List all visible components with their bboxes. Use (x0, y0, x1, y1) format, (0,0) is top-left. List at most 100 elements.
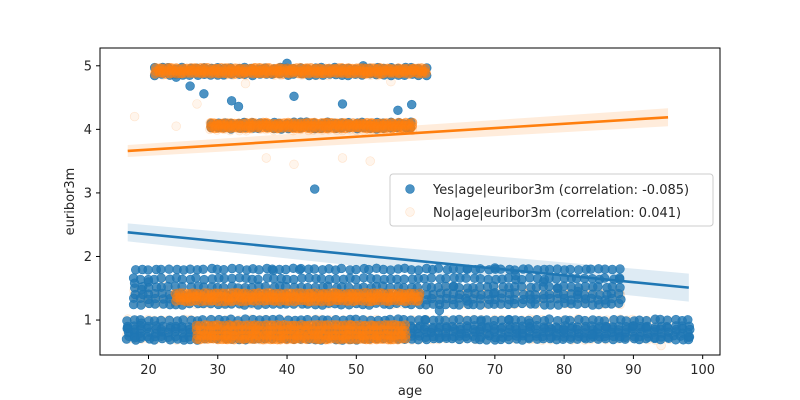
x-tick-label: 90 (625, 363, 642, 378)
data-point (517, 298, 527, 309)
data-point (310, 184, 320, 194)
data-point (219, 265, 229, 275)
data-point (240, 78, 251, 89)
axes-frame (99, 47, 721, 356)
data-point (413, 335, 423, 345)
regression-line (127, 115, 669, 153)
data-point (336, 263, 347, 274)
data-point (504, 334, 514, 345)
data-point (164, 264, 174, 274)
data-point (559, 325, 569, 335)
data-point (426, 273, 436, 283)
data-point (399, 274, 409, 284)
y-tick-label: 2 (84, 250, 92, 265)
data-point (572, 299, 582, 309)
data-point (496, 334, 506, 345)
data-point (143, 277, 154, 287)
data-point (268, 265, 278, 276)
plot-area (121, 58, 695, 351)
legend: Yes|age|euribor3m (correlation: -0.085) N… (389, 173, 714, 227)
plot-marks (121, 58, 695, 351)
data-point (684, 332, 694, 342)
data-point (122, 323, 133, 333)
data-point (462, 334, 472, 344)
data-point (628, 321, 639, 331)
data-point (337, 99, 348, 109)
data-point (254, 265, 264, 275)
data-point (136, 318, 147, 328)
x-tick-label: 30 (209, 363, 226, 378)
data-point (490, 288, 500, 298)
data-point (121, 334, 132, 344)
x-tick-label: 70 (487, 363, 504, 378)
data-point (171, 121, 181, 131)
data-point (129, 333, 140, 343)
data-point (136, 284, 147, 295)
x-tick-label: 20 (140, 363, 157, 378)
data-point (476, 316, 486, 326)
data-point (316, 274, 327, 284)
data-point (544, 314, 554, 324)
legend-label: Yes|age|euribor3m (correlation: -0.085) (432, 183, 689, 198)
data-point (233, 101, 244, 112)
data-point (185, 81, 195, 91)
x-tick-label: 100 (690, 363, 715, 378)
regression-line (127, 231, 689, 289)
data-point (434, 305, 445, 316)
data-point (149, 335, 159, 345)
data-point (129, 111, 140, 122)
y-tick-label: 3 (84, 186, 92, 201)
data-point (198, 264, 208, 274)
legend-marker (405, 184, 415, 194)
data-point (296, 263, 306, 274)
data-point (413, 296, 423, 306)
data-point (475, 300, 485, 310)
axes: 20 30 40 50 60 70 80 90 100 1 2 3 4 5 age euribor3m (63, 47, 721, 399)
legend-marker (405, 207, 415, 217)
data-point (143, 265, 153, 275)
x-tick-label: 50 (348, 363, 365, 378)
data-point (365, 156, 375, 166)
data-point (481, 335, 492, 345)
data-point (420, 315, 431, 325)
data-point (129, 278, 140, 288)
data-point (454, 300, 464, 310)
y-tick-label: 5 (84, 59, 92, 74)
data-point (573, 286, 583, 297)
data-point (545, 300, 556, 310)
data-point (587, 330, 597, 340)
x-axis-label: age (398, 384, 422, 399)
data-point (191, 273, 201, 283)
data-point (448, 281, 458, 292)
data-point (156, 264, 166, 275)
data-point (337, 153, 348, 163)
data-point (289, 274, 299, 285)
data-point (538, 277, 549, 287)
data-point (150, 299, 160, 309)
data-point (462, 296, 472, 306)
data-point (552, 283, 562, 293)
legend-box (389, 173, 714, 227)
data-point (454, 334, 464, 345)
y-tick-label: 1 (84, 314, 92, 329)
x-tick-label: 60 (417, 363, 434, 378)
data-point (642, 321, 652, 332)
data-point (524, 334, 534, 344)
data-point (641, 334, 651, 344)
data-point (289, 91, 299, 102)
data-point (289, 159, 299, 170)
data-point (572, 334, 583, 344)
data-point (407, 99, 417, 110)
data-point (351, 264, 361, 275)
y-axis-label: euribor3m (63, 168, 78, 236)
data-point (530, 299, 540, 309)
data-point (421, 68, 431, 78)
data-point (261, 153, 271, 163)
data-point (504, 315, 514, 325)
data-point (199, 89, 209, 99)
data-point (600, 321, 611, 332)
data-point (454, 314, 464, 325)
regression-ci-band (127, 223, 689, 302)
y-tick-label: 4 (84, 123, 92, 138)
